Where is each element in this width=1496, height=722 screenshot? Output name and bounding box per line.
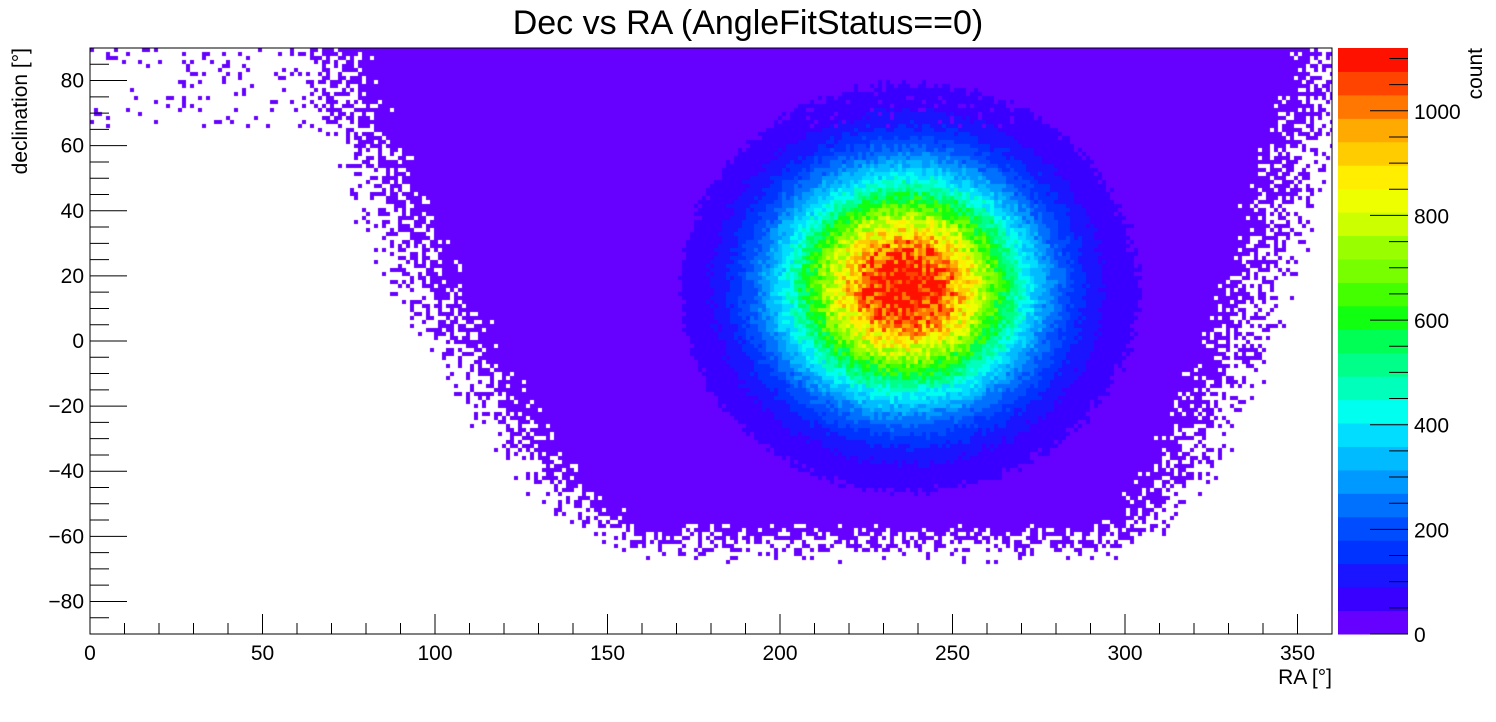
y-tick-label: −80 bbox=[48, 590, 84, 613]
x-tick-label: 350 bbox=[1280, 642, 1315, 665]
colorbar-tick-label: 1000 bbox=[1414, 101, 1461, 124]
plot-frame bbox=[89, 47, 1333, 635]
y-tick-label: 0 bbox=[72, 330, 84, 353]
colorbar-segment bbox=[1338, 376, 1408, 401]
colorbar-segment bbox=[1338, 610, 1408, 635]
x-tick-label: 50 bbox=[251, 642, 274, 665]
colorbar-segment bbox=[1338, 587, 1408, 612]
colorbar-segment bbox=[1338, 71, 1408, 96]
colorbar-segment bbox=[1338, 540, 1408, 565]
x-tick-label: 0 bbox=[84, 642, 96, 665]
colorbar-segment bbox=[1338, 141, 1408, 166]
colorbar-segment bbox=[1338, 469, 1408, 494]
colorbar-segment bbox=[1338, 188, 1408, 213]
colorbar-segment bbox=[1338, 165, 1408, 190]
colorbar-title: count bbox=[1464, 48, 1487, 100]
colorbar-segment bbox=[1338, 94, 1408, 119]
colorbar-segment bbox=[1338, 352, 1408, 377]
colorbar-segment bbox=[1338, 399, 1408, 424]
colorbar-segment bbox=[1338, 48, 1408, 72]
colorbar-segment bbox=[1338, 516, 1408, 541]
colorbar-segment bbox=[1338, 118, 1408, 143]
heatmap-cells bbox=[90, 48, 1332, 634]
colorbar-segment bbox=[1338, 329, 1408, 354]
colorbar: 0 200 400 600 800 1000 bbox=[1338, 48, 1461, 647]
x-tick-label: 300 bbox=[1107, 642, 1142, 665]
colorbar-tick-label: 800 bbox=[1414, 205, 1449, 228]
colorbar-segment bbox=[1338, 282, 1408, 307]
y-tick-label: −60 bbox=[48, 525, 84, 548]
y-tick-label: 80 bbox=[61, 70, 84, 93]
colorbar-tick-label: 200 bbox=[1414, 519, 1449, 542]
axes: 0 50 100 150 200 250 300 350 −80 −60 −40 −20 0 20 40 60… bbox=[48, 47, 1333, 665]
x-tick-label: 250 bbox=[935, 642, 970, 665]
colorbar-segment bbox=[1338, 212, 1408, 237]
y-tick-label: 40 bbox=[61, 200, 84, 223]
chart-title: Dec vs RA (AngleFitStatus==0) bbox=[513, 4, 984, 42]
y-tick-label: 20 bbox=[61, 265, 84, 288]
y-tick-label: 60 bbox=[61, 135, 84, 158]
colorbar-segment bbox=[1338, 235, 1408, 260]
colorbar-segment bbox=[1338, 446, 1408, 471]
y-tick-label: −40 bbox=[48, 460, 84, 483]
x-tick-label: 150 bbox=[590, 642, 625, 665]
colorbar-tick-label: 400 bbox=[1414, 415, 1449, 438]
x-axis-title: RA [°] bbox=[1278, 666, 1332, 689]
colorbar-tick-label: 600 bbox=[1414, 310, 1449, 333]
x-tick-label: 200 bbox=[762, 642, 797, 665]
colorbar-segment bbox=[1338, 258, 1408, 283]
y-axis-title: declination [°] bbox=[9, 48, 32, 174]
colorbar-segment bbox=[1338, 423, 1408, 447]
colorbar-tick-label: 0 bbox=[1414, 624, 1426, 647]
x-tick-label: 100 bbox=[417, 642, 452, 665]
colorbar-segment bbox=[1338, 305, 1408, 330]
colorbar-segment bbox=[1338, 563, 1408, 588]
y-tick-label: −20 bbox=[48, 395, 84, 418]
colorbar-segment bbox=[1338, 493, 1408, 518]
